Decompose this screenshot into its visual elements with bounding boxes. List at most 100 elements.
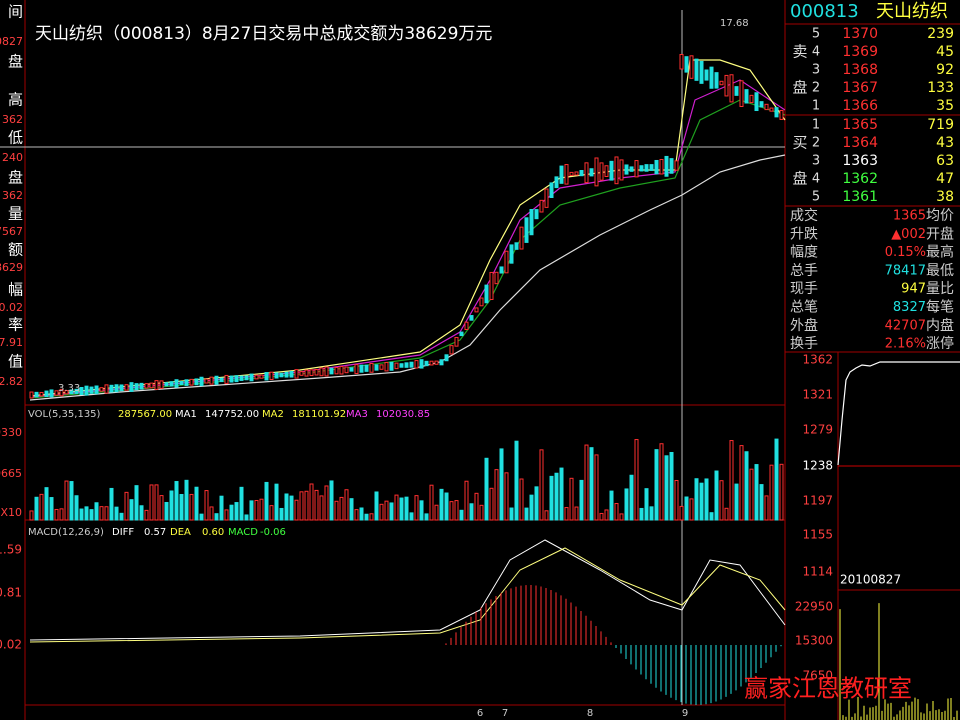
volume-bar (34, 496, 39, 521)
candle (749, 94, 754, 104)
candle (264, 372, 269, 381)
label: -0.06 (260, 527, 286, 538)
volume-bar (274, 483, 279, 521)
candle (474, 307, 479, 313)
candle (714, 72, 719, 89)
volume-bar (599, 512, 604, 521)
ma-line (29, 59, 786, 397)
candle (199, 376, 204, 387)
volume-bar (354, 509, 359, 521)
candle (524, 217, 529, 243)
volume-bar (169, 490, 174, 521)
candle (299, 371, 304, 376)
volume-bar (664, 455, 669, 521)
volume-bar (469, 503, 474, 521)
label: MA2 (262, 409, 284, 420)
candle (119, 384, 124, 392)
volume-bar (674, 479, 679, 521)
candle (639, 165, 644, 172)
label: 最低 (926, 263, 954, 279)
candle (184, 379, 189, 386)
volume-bar (719, 480, 724, 521)
label: 1362 (842, 171, 878, 187)
candle (249, 373, 254, 382)
label: 7650 (802, 669, 833, 683)
volume-bar (99, 506, 104, 521)
label: 181101.92 (292, 409, 346, 420)
volume-bar (424, 513, 429, 521)
label: 7 (502, 708, 508, 719)
volume-bar (534, 486, 539, 521)
candle (289, 370, 294, 378)
label: 盘 (8, 53, 23, 71)
frames (24, 0, 960, 720)
volume-bar (374, 491, 379, 521)
candle (689, 55, 694, 79)
volume-bar (54, 508, 59, 521)
volume-bar (724, 507, 729, 521)
candle (574, 171, 579, 176)
label: 133 (927, 80, 954, 96)
candle (424, 360, 429, 367)
volume-bar (394, 494, 399, 521)
candle (434, 360, 439, 365)
volume-bar (774, 438, 779, 521)
volume-bar (589, 447, 594, 521)
volume-bar (544, 510, 549, 521)
candle (54, 390, 59, 396)
candle (34, 391, 39, 398)
label: 量 (8, 205, 23, 223)
candle (459, 331, 464, 337)
label: 20100827 (840, 573, 901, 587)
volume-bar (439, 488, 444, 521)
label: 0.57 (144, 527, 166, 538)
candle (429, 360, 434, 366)
candle (174, 379, 179, 388)
candle (254, 374, 259, 380)
decor (29, 53, 958, 720)
volume-bar (519, 478, 524, 521)
volume-bar (64, 480, 69, 521)
label: DIFF (112, 527, 134, 538)
candle (744, 89, 749, 104)
candle (414, 360, 419, 369)
candle (399, 363, 404, 368)
candle (579, 170, 584, 177)
label: 42707 (885, 318, 926, 333)
label: 外盘 (790, 317, 818, 334)
volume-bar (694, 478, 699, 521)
label: 6 (477, 708, 483, 719)
candle (259, 374, 264, 379)
candle (509, 244, 514, 264)
volume-bar (459, 509, 464, 521)
candle (674, 160, 679, 171)
label: ▲002 (891, 227, 926, 242)
volume-bar (739, 445, 744, 521)
candle (144, 383, 149, 389)
volume-bar (254, 499, 259, 521)
label: 均价 (926, 208, 954, 224)
candle (564, 164, 569, 185)
candle (84, 385, 89, 396)
volume-bar (389, 502, 394, 521)
label: 102030.85 (376, 409, 430, 420)
candle (679, 53, 684, 70)
volume-bar (144, 509, 149, 521)
label: 362 (2, 113, 23, 126)
label: MA1 (175, 409, 197, 420)
candle (619, 159, 624, 181)
candle (234, 375, 239, 383)
label: 947 (901, 282, 926, 297)
volume-bar (699, 482, 704, 521)
label: 47 (936, 171, 954, 187)
label: 1238 (802, 459, 833, 473)
label: 362 (2, 189, 23, 202)
candle (764, 103, 769, 111)
candle (189, 378, 194, 386)
label: 低 (8, 129, 23, 147)
label: 1366 (842, 98, 878, 114)
candle (229, 375, 234, 383)
label: 239 (927, 26, 954, 42)
label: 63 (936, 153, 954, 169)
